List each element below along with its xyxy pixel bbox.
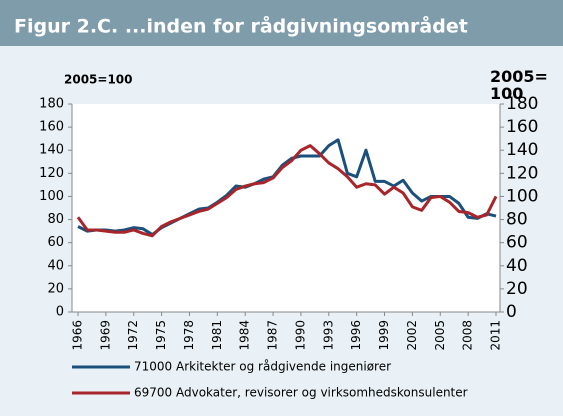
y-tick-label: 60: [47, 235, 64, 250]
y-tick-label: 40: [47, 258, 64, 273]
y-tick-label: 140: [39, 143, 64, 158]
y-tick-label: 0: [56, 305, 64, 320]
y2-tick-label: 0: [506, 302, 517, 322]
series-line: [76, 144, 498, 238]
legend-label: 71000 Arkitekter og rådgivende ingeniøre…: [134, 360, 391, 374]
plot-area: [72, 104, 500, 312]
x-tick-label: 1999: [377, 320, 391, 351]
y2-tick-label: 120: [506, 163, 538, 183]
x-tick-label: 1978: [182, 320, 196, 351]
chart-title: Figur 2.C. ...inden for rådgivningsområd…: [14, 14, 468, 38]
y-tick-label: 20: [47, 281, 64, 296]
legend-label: 69700 Advokater, revisorer og virksomhed…: [134, 386, 468, 400]
x-tick-label: 1966: [71, 320, 85, 351]
y2-axis-label: 2005=100: [490, 67, 548, 103]
series-line: [77, 138, 497, 237]
x-tick-label: 2011: [489, 320, 503, 351]
y-axis-label: 2005=100: [64, 73, 133, 87]
y2-tick-label: 180: [506, 94, 538, 114]
x-tick-label: 2008: [461, 320, 475, 351]
y-tick-label: 80: [47, 212, 64, 227]
y2-tick-label: 20: [506, 279, 528, 299]
x-tick-label: 1972: [126, 320, 140, 351]
x-tick-label: 1984: [238, 320, 252, 351]
y-tick-label: 100: [39, 189, 64, 204]
y-tick-label: 160: [39, 120, 64, 135]
y2-tick-label: 80: [506, 210, 528, 230]
x-tick-label: 1996: [349, 320, 363, 351]
y-tick-label: 120: [39, 166, 64, 181]
x-tick-label: 1990: [293, 320, 307, 351]
x-tick-label: 2002: [405, 320, 419, 351]
x-tick-label: 2005: [433, 320, 447, 351]
y2-tick-label: 160: [506, 117, 538, 137]
y2-tick-label: 40: [506, 256, 528, 276]
x-tick-label: 1987: [266, 320, 280, 351]
x-tick-label: 1993: [321, 320, 335, 351]
x-tick-label: 1975: [154, 320, 168, 351]
header-bar: [0, 0, 563, 46]
y-tick-label: 180: [39, 97, 64, 112]
y2-tick-label: 100: [506, 186, 538, 206]
y2-tick-label: 60: [506, 233, 528, 253]
x-tick-label: 1981: [210, 320, 224, 351]
y2-tick-label: 140: [506, 140, 538, 160]
x-tick-label: 1969: [98, 320, 112, 351]
